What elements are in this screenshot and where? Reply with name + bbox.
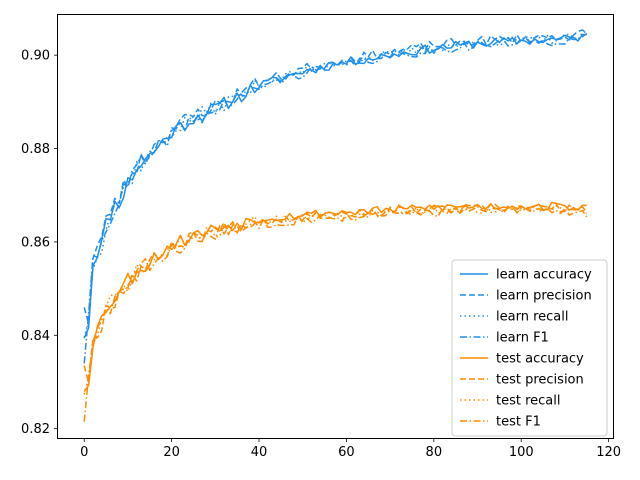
- x-tick-label: 40: [251, 445, 268, 460]
- series-line-test-f1: [83, 206, 588, 422]
- legend-label: learn recall: [496, 310, 568, 325]
- legend-label: test recall: [496, 394, 561, 409]
- legend-label: learn accuracy: [496, 268, 592, 283]
- y-tick-label: 0.88: [21, 142, 50, 157]
- x-tick-label: 0: [80, 445, 88, 460]
- legend-box: [451, 259, 608, 437]
- x-tick-label: 120: [596, 445, 621, 460]
- x-axis: 0 20 40 60 80 100 120: [80, 438, 621, 460]
- y-tick-label: 0.86: [21, 235, 50, 250]
- x-tick-label: 60: [338, 445, 355, 460]
- series-line-test-recall: [83, 205, 588, 395]
- legend-label: test F1: [496, 415, 541, 430]
- series-line-learn-precision: [83, 29, 588, 325]
- y-tick-label: 0.82: [21, 422, 50, 437]
- legend-label: learn precision: [496, 289, 592, 304]
- plot-area: [83, 29, 588, 422]
- x-tick-label: 80: [426, 445, 443, 460]
- legend: learn accuracy learn precision learn recal…: [451, 259, 608, 437]
- y-tick-label: 0.90: [21, 49, 50, 64]
- y-tick-label: 0.84: [21, 329, 50, 344]
- legend-label: test accuracy: [496, 352, 584, 367]
- legend-label: learn F1: [496, 331, 549, 346]
- x-tick-label: 100: [509, 445, 534, 460]
- y-axis: 0.82 0.84 0.86 0.88 0.90: [21, 49, 58, 437]
- legend-label: test precision: [496, 373, 584, 388]
- x-tick-label: 20: [163, 445, 180, 460]
- axes-frame: [57, 14, 614, 439]
